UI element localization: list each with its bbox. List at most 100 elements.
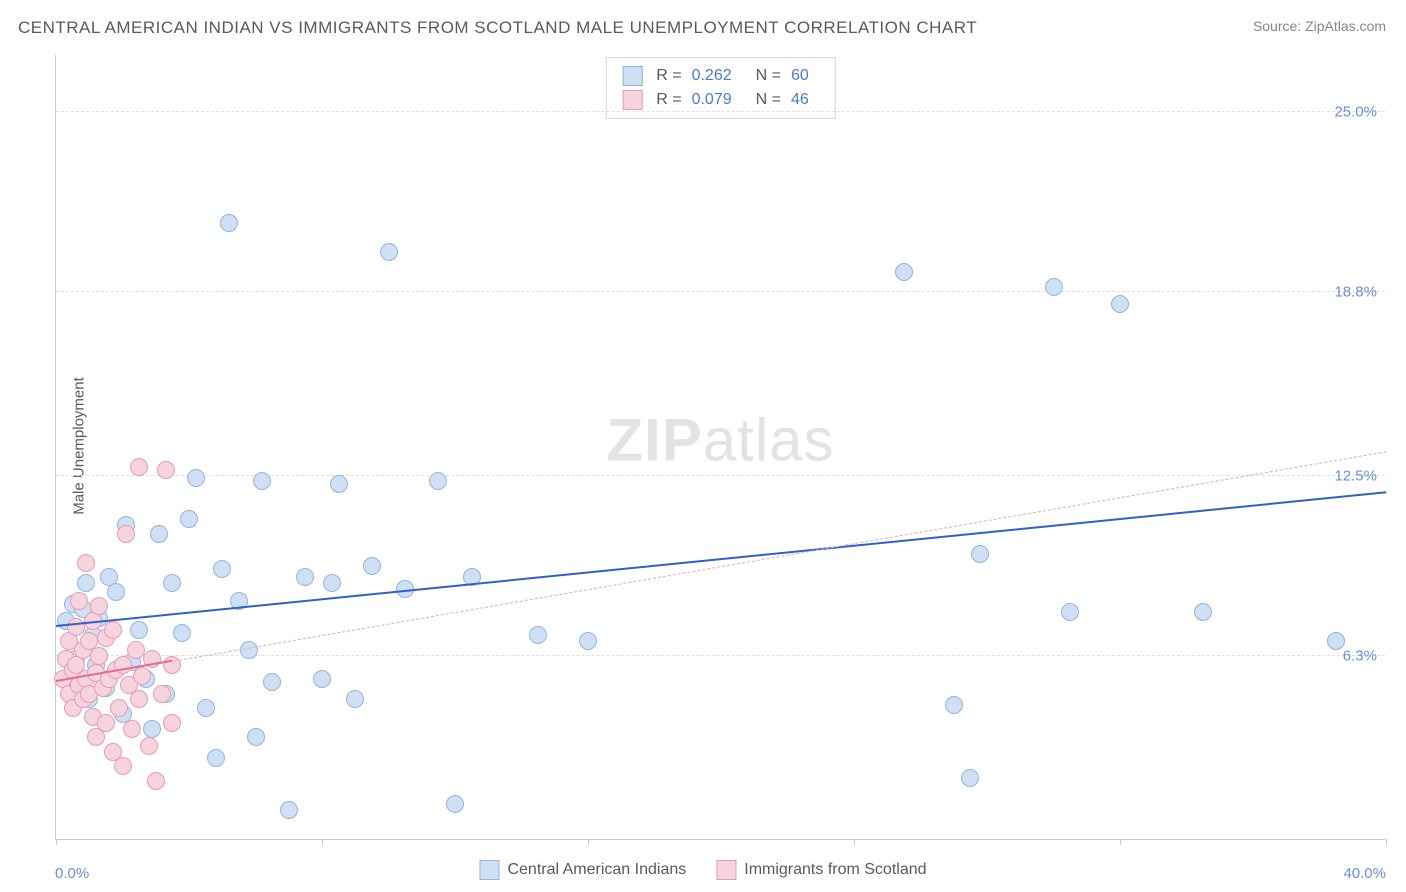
data-point — [380, 243, 398, 261]
data-point — [123, 720, 141, 738]
swatch-legend-2 — [716, 860, 736, 880]
data-point — [330, 475, 348, 493]
data-point — [117, 525, 135, 543]
x-tick — [56, 839, 57, 845]
data-point — [130, 690, 148, 708]
data-point — [1111, 295, 1129, 313]
data-point — [67, 618, 85, 636]
n-value-1: 60 — [791, 64, 809, 88]
data-point — [180, 510, 198, 528]
x-tick — [1120, 839, 1121, 845]
watermark-bold: ZIP — [606, 407, 702, 474]
data-point — [77, 554, 95, 572]
swatch-series2 — [622, 90, 642, 110]
data-point — [446, 795, 464, 813]
data-point — [90, 647, 108, 665]
watermark-rest: atlas — [703, 407, 835, 474]
legend-label-1: Central American Indians — [507, 861, 686, 879]
y-tick-label: 12.5% — [1334, 467, 1377, 484]
data-point — [133, 667, 151, 685]
data-point — [213, 560, 231, 578]
watermark: ZIPatlas — [606, 406, 834, 475]
data-point — [247, 728, 265, 746]
data-point — [110, 699, 128, 717]
r-label: R = — [656, 88, 681, 112]
swatch-legend-1 — [479, 860, 499, 880]
data-point — [187, 469, 205, 487]
data-point — [313, 670, 331, 688]
data-point — [197, 699, 215, 717]
r-value-2: 0.079 — [692, 88, 732, 112]
x-tick — [322, 839, 323, 845]
data-point — [240, 641, 258, 659]
data-point — [140, 737, 158, 755]
data-point — [346, 690, 364, 708]
data-point — [971, 545, 989, 563]
legend-item-1: Central American Indians — [479, 860, 686, 880]
chart-title: CENTRAL AMERICAN INDIAN VS IMMIGRANTS FR… — [18, 18, 977, 38]
data-point — [529, 626, 547, 644]
data-point — [130, 458, 148, 476]
n-label: N = — [756, 88, 781, 112]
bottom-legend: Central American Indians Immigrants from… — [479, 860, 926, 880]
data-point — [143, 720, 161, 738]
trend-line — [56, 491, 1386, 627]
data-point — [579, 632, 597, 650]
x-tick-max: 40.0% — [1343, 865, 1386, 882]
n-value-2: 46 — [791, 88, 809, 112]
gridline — [56, 111, 1385, 112]
data-point — [263, 673, 281, 691]
source-attribution: Source: ZipAtlas.com — [1253, 18, 1386, 34]
x-tick — [854, 839, 855, 845]
data-point — [77, 574, 95, 592]
y-tick-label: 18.8% — [1334, 284, 1377, 301]
data-point — [104, 621, 122, 639]
swatch-series1 — [622, 66, 642, 86]
data-point — [163, 714, 181, 732]
data-point — [1045, 278, 1063, 296]
data-point — [895, 263, 913, 281]
data-point — [107, 583, 125, 601]
plot-area: ZIPatlas R = 0.262 N = 60 R = 0.079 N = … — [55, 55, 1385, 840]
data-point — [1061, 603, 1079, 621]
x-tick — [1386, 839, 1387, 845]
legend-label-2: Immigrants from Scotland — [744, 861, 926, 879]
data-point — [220, 214, 238, 232]
y-tick-label: 6.3% — [1343, 647, 1377, 664]
data-point — [363, 557, 381, 575]
data-point — [130, 621, 148, 639]
legend-item-2: Immigrants from Scotland — [716, 860, 926, 880]
r-label: R = — [656, 64, 681, 88]
data-point — [429, 472, 447, 490]
data-point — [1327, 632, 1345, 650]
data-point — [127, 641, 145, 659]
data-point — [157, 461, 175, 479]
data-point — [153, 685, 171, 703]
x-tick-min: 0.0% — [55, 865, 89, 882]
y-tick-label: 25.0% — [1334, 104, 1377, 121]
data-point — [1194, 603, 1212, 621]
data-point — [945, 696, 963, 714]
stats-row-series2: R = 0.079 N = 46 — [622, 88, 819, 112]
n-label: N = — [756, 64, 781, 88]
x-tick — [588, 839, 589, 845]
data-point — [173, 624, 191, 642]
data-point — [90, 597, 108, 615]
data-point — [150, 525, 168, 543]
r-value-1: 0.262 — [692, 64, 732, 88]
data-point — [147, 772, 165, 790]
data-point — [253, 472, 271, 490]
data-point — [163, 656, 181, 674]
stats-legend: R = 0.262 N = 60 R = 0.079 N = 46 — [605, 57, 836, 119]
data-point — [961, 769, 979, 787]
data-point — [296, 568, 314, 586]
data-point — [70, 592, 88, 610]
data-point — [323, 574, 341, 592]
data-point — [97, 714, 115, 732]
data-point — [163, 574, 181, 592]
data-point — [114, 757, 132, 775]
stats-row-series1: R = 0.262 N = 60 — [622, 64, 819, 88]
data-point — [280, 801, 298, 819]
gridline — [56, 291, 1385, 292]
data-point — [207, 749, 225, 767]
